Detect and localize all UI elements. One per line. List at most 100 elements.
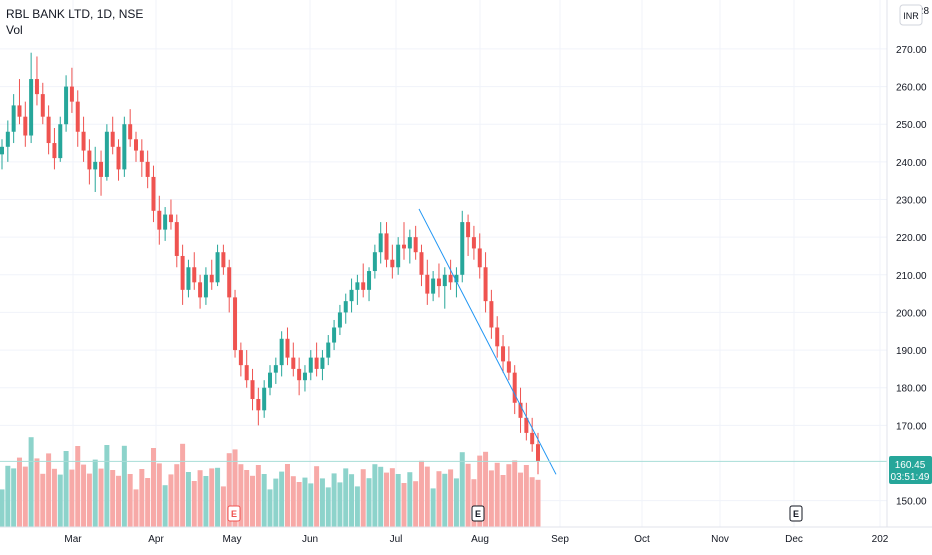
candle-body [256, 399, 261, 411]
time-axis[interactable]: Mar Apr May Jun Jul Aug Sep Oct Nov Dec 202 [64, 534, 888, 545]
candle-body [448, 274, 453, 283]
candle-body [87, 150, 92, 170]
volume-bar [384, 472, 390, 527]
price-tick-label: 170.00 [896, 421, 927, 432]
volume-bar [51, 468, 57, 527]
volume-bar [273, 478, 279, 527]
candle-body [93, 161, 98, 170]
candle-body [40, 94, 45, 117]
candle-body [268, 372, 272, 388]
volume-bar [535, 479, 541, 527]
candle-body [308, 357, 313, 373]
candle-body [99, 161, 104, 177]
volume-bar [407, 472, 413, 527]
volume-bar [75, 446, 81, 527]
volume-bar [354, 486, 360, 527]
volume-bar [0, 489, 5, 527]
candle-body [419, 252, 424, 275]
volume-bar [104, 445, 110, 527]
candle-body [128, 124, 133, 140]
earnings-marker-label: E [475, 509, 481, 519]
volume-bars [0, 437, 541, 527]
candle-body [145, 161, 150, 177]
earnings-marker[interactable]: E [471, 505, 485, 522]
volume-bar [121, 445, 127, 527]
price-tick-label: 260.00 [896, 83, 927, 94]
volume-bar [477, 455, 483, 527]
volume-bar [174, 464, 180, 527]
candle-body [471, 237, 476, 249]
candle-body [302, 372, 307, 381]
candle-body [250, 380, 255, 400]
symbol-title[interactable]: RBL BANK LTD, 1D, NSE [6, 7, 143, 21]
volume-bar [220, 486, 226, 527]
candle-body [378, 233, 383, 253]
volume-bar [308, 483, 314, 527]
volume-bar [86, 473, 92, 527]
volume-legend-label[interactable]: Vol [6, 23, 23, 37]
time-tick-label: Nov [711, 534, 729, 545]
candle-body [238, 350, 243, 366]
candle-body [262, 387, 267, 411]
candle-body [174, 222, 179, 256]
candle-body [244, 365, 249, 381]
price-axis[interactable]: 270.00 260.00 250.00 240.00 230.00 220.00 210.… [896, 45, 927, 508]
candle-body [431, 278, 436, 294]
candle-body [320, 357, 325, 369]
currency-badge[interactable] [899, 4, 923, 26]
volume-bar [110, 470, 116, 527]
candle-body [390, 259, 395, 268]
volume-bar [168, 474, 174, 527]
candle-body [233, 297, 238, 351]
volume-bar [81, 464, 87, 527]
candle-body [116, 146, 121, 170]
candle-body [168, 214, 173, 223]
candle-body [512, 372, 517, 403]
volume-bar [279, 471, 285, 527]
volume-bar [529, 477, 535, 527]
volume-bar [389, 468, 395, 527]
candle-body [122, 124, 127, 170]
candle-body [151, 176, 156, 211]
earnings-marker-label: E [793, 509, 799, 519]
time-tick-label: Aug [471, 534, 489, 545]
time-tick-label: Apr [148, 534, 164, 545]
volume-bar [261, 474, 267, 527]
candle-body [180, 255, 185, 290]
last-price-value: 160.45 [895, 460, 926, 471]
earnings-marker-label: E [231, 509, 237, 519]
grid [0, 0, 887, 527]
volume-bar [63, 451, 69, 527]
volume-bar [98, 468, 104, 527]
candle-body [58, 124, 63, 159]
candle-body [530, 432, 535, 445]
earnings-marker[interactable]: E [789, 505, 803, 522]
candle-body [361, 282, 366, 290]
candle-body [139, 150, 144, 162]
volume-bar [337, 482, 343, 527]
volume-bar [453, 478, 459, 527]
candle-body [495, 327, 500, 347]
candle-body [29, 79, 34, 136]
candle-body [0, 146, 4, 155]
candle-body [279, 338, 284, 366]
candle-body [198, 282, 203, 298]
volume-bar [127, 474, 133, 527]
volume-bar [378, 466, 384, 527]
candle-body [285, 338, 290, 358]
candle-body [291, 357, 296, 369]
volume-bar [139, 469, 145, 527]
trendline[interactable] [418, 208, 557, 475]
volume-bar [418, 460, 424, 527]
volume-bar [488, 470, 494, 527]
volume-bar [436, 471, 442, 527]
volume-bar [215, 467, 221, 527]
volume-bar [16, 457, 22, 527]
earnings-marker[interactable]: E [227, 505, 241, 522]
candle-body [227, 267, 232, 298]
volume-bar [430, 488, 436, 527]
volume-bar [34, 458, 40, 527]
